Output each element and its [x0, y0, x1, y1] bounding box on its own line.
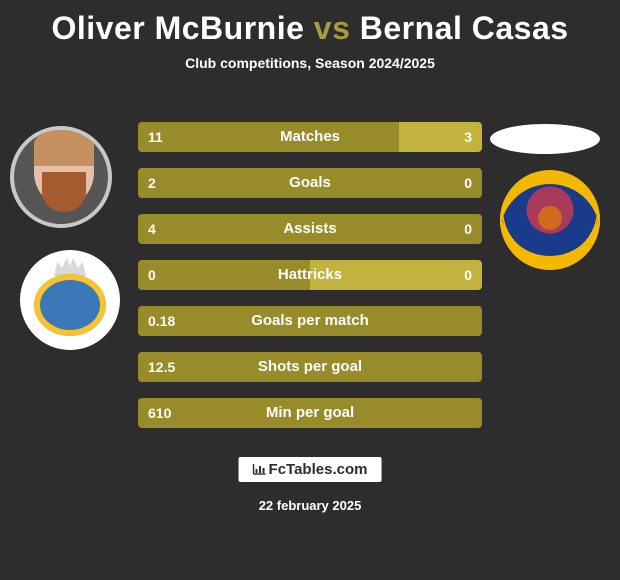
- stat-label: Min per goal: [138, 398, 482, 428]
- player1-photo: [10, 126, 112, 228]
- player1-photo-beard: [42, 172, 86, 212]
- title-vs: vs: [314, 10, 351, 46]
- stats-container: 113Matches 20Goals 40Assists 00Hattricks 0.1…: [138, 122, 482, 444]
- stat-label: Shots per goal: [138, 352, 482, 382]
- team2-badge: [500, 170, 600, 270]
- stat-row: 20Goals: [138, 168, 482, 198]
- footer-date: 22 february 2025: [0, 498, 620, 513]
- stat-label: Assists: [138, 214, 482, 244]
- stat-label: Goals: [138, 168, 482, 198]
- stat-row: 113Matches: [138, 122, 482, 152]
- subtitle: Club competitions, Season 2024/2025: [0, 55, 620, 71]
- stat-row: 12.5Shots per goal: [138, 352, 482, 382]
- page-title: Oliver McBurnie vs Bernal Casas: [0, 0, 620, 47]
- team1-crown-icon: [54, 256, 86, 276]
- brand-box: FcTables.com: [238, 456, 383, 483]
- stat-row: 610Min per goal: [138, 398, 482, 428]
- stat-row: 0.18Goals per match: [138, 306, 482, 336]
- stat-label: Goals per match: [138, 306, 482, 336]
- brand-text: FcTables.com: [269, 461, 368, 478]
- title-player2: Bernal Casas: [360, 10, 569, 46]
- bar-chart-icon: [253, 462, 267, 474]
- stat-row: 40Assists: [138, 214, 482, 244]
- title-player1: Oliver McBurnie: [51, 10, 304, 46]
- player2-photo: [490, 124, 600, 154]
- team2-ball-icon: [538, 206, 562, 230]
- stat-label: Hattricks: [138, 260, 482, 290]
- team1-badge: [20, 250, 120, 350]
- team1-ring: [34, 274, 106, 336]
- stat-row: 00Hattricks: [138, 260, 482, 290]
- stat-label: Matches: [138, 122, 482, 152]
